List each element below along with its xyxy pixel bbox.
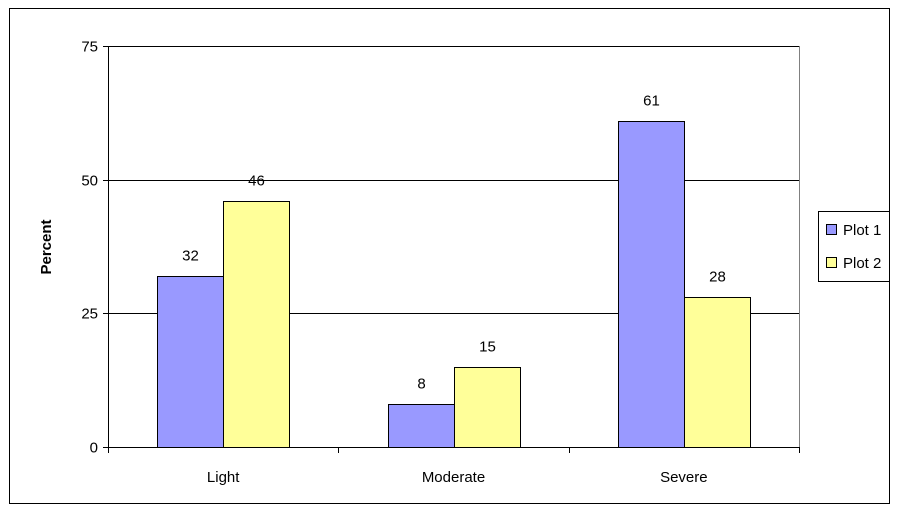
legend-label-plot-1: Plot 1 bbox=[843, 222, 881, 239]
data-label: 8 bbox=[417, 376, 425, 393]
bar bbox=[684, 297, 751, 448]
y-tick-label: 25 bbox=[81, 306, 98, 323]
y-tick-label: 0 bbox=[90, 440, 98, 457]
legend-swatch-plot-1 bbox=[826, 224, 837, 235]
legend-swatch-plot-2 bbox=[826, 257, 837, 268]
legend-box bbox=[818, 211, 890, 282]
y-tick-label: 50 bbox=[81, 173, 98, 190]
x-tick-label: Severe bbox=[660, 469, 708, 486]
data-label: 28 bbox=[709, 269, 726, 286]
data-label: 15 bbox=[479, 339, 496, 356]
data-label: 61 bbox=[643, 93, 660, 110]
x-tick-label: Moderate bbox=[422, 469, 485, 486]
x-tick-label: Light bbox=[207, 469, 240, 486]
y-tick-label: 75 bbox=[81, 39, 98, 56]
bar bbox=[388, 404, 455, 448]
bar bbox=[618, 121, 685, 448]
axes: 0 25 50 75 Light Moderate Severe bbox=[81, 39, 800, 486]
y-axis-title: Percent bbox=[38, 219, 55, 274]
legend-label-plot-2: Plot 2 bbox=[843, 255, 881, 272]
labels: 32 8 61 46 15 28 bbox=[182, 93, 726, 393]
bar bbox=[454, 367, 521, 448]
bars bbox=[157, 121, 751, 448]
legend: Plot 1 Plot 2 bbox=[818, 211, 890, 282]
bar bbox=[223, 201, 290, 448]
data-label: 46 bbox=[248, 173, 265, 190]
data-label: 32 bbox=[182, 248, 199, 265]
bar bbox=[157, 276, 224, 448]
